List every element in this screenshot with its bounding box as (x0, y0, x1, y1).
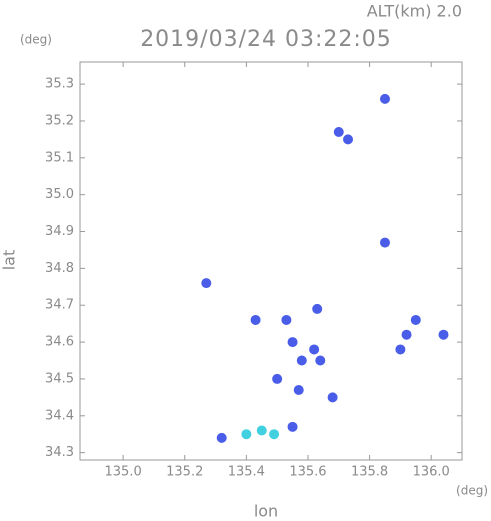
echo-point (293, 384, 304, 395)
echo-point (309, 344, 320, 355)
y-tick-label: 34.7 (45, 298, 74, 313)
x-tick-label: 136.0 (413, 465, 450, 480)
x-tick-label: 135.8 (351, 465, 388, 480)
y-tick-label: 34.8 (45, 261, 74, 276)
echo-point (256, 425, 267, 436)
echo-point (379, 237, 390, 248)
echo-point (333, 127, 344, 138)
echo-point (410, 314, 421, 325)
y-tick-label: 34.3 (45, 445, 74, 460)
y-tick-label: 34.9 (45, 224, 74, 239)
echo-point (401, 329, 412, 340)
echo-point (272, 373, 283, 384)
echo-point (281, 314, 292, 325)
y-tick-label: 35.2 (45, 113, 74, 128)
chart-title: 2019/03/24 03:22:05 (140, 27, 392, 52)
y-tick-label: 34.4 (45, 408, 74, 423)
echo-point (287, 337, 298, 348)
x-tick-label: 135.4 (228, 465, 265, 480)
x-tick-label: 135.2 (166, 465, 203, 480)
altitude-label: ALT(km) 2.0 (367, 2, 462, 21)
y-unit: (deg) (20, 33, 52, 47)
echo-point (327, 392, 338, 403)
echo-point (438, 329, 449, 340)
echo-point (287, 421, 298, 432)
echo-point (315, 355, 326, 366)
y-axis-label: lat (0, 250, 19, 271)
echo-point (241, 429, 252, 440)
x-axis-label: lon (254, 502, 278, 521)
y-tick-label: 35.0 (45, 187, 74, 202)
y-tick-label: 35.1 (45, 150, 74, 165)
echo-point (250, 314, 261, 325)
x-tick-label: 135.6 (289, 465, 326, 480)
x-tick-label: 135.0 (105, 465, 142, 480)
echo-point (296, 355, 307, 366)
echo-point (395, 344, 406, 355)
y-tick-label: 34.5 (45, 371, 74, 386)
echo-point (216, 432, 227, 443)
x-unit: (deg) (456, 484, 488, 498)
echo-point (379, 93, 390, 104)
echo-point (343, 134, 354, 145)
y-tick-label: 34.6 (45, 335, 74, 350)
y-tick-label: 35.3 (45, 77, 74, 92)
plot-frame (79, 61, 463, 461)
echo-point (312, 303, 323, 314)
echo-point (269, 429, 280, 440)
echo-point (201, 278, 212, 289)
